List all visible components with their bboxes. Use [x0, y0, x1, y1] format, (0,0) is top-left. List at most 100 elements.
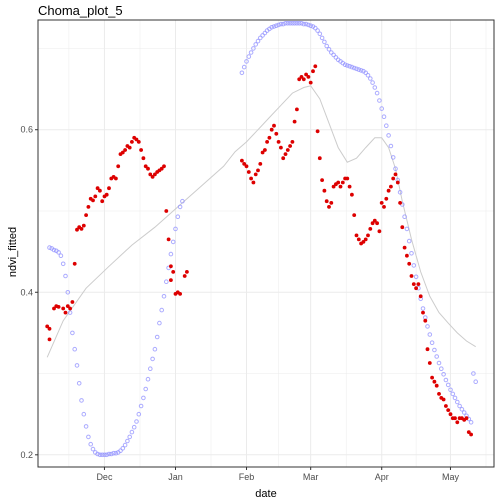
observed-point: [253, 172, 258, 177]
observed-point: [100, 199, 105, 204]
fitted-point: [377, 98, 382, 103]
fitted-point: [402, 214, 407, 219]
fitted-point: [370, 80, 375, 85]
fitted-point: [168, 251, 174, 257]
observed-point: [185, 270, 189, 274]
observed-point: [416, 282, 421, 286]
fitted-point: [365, 73, 371, 78]
fitted-point: [97, 452, 103, 458]
fitted-point: [177, 204, 183, 210]
observed-point: [61, 306, 66, 311]
fitted-point: [74, 363, 80, 368]
observed-point: [153, 172, 157, 177]
fitted-point: [47, 245, 52, 250]
observed-point: [444, 404, 448, 408]
y-tick-label: 0.6: [20, 125, 33, 135]
fitted-point: [145, 376, 151, 382]
observed-point: [384, 196, 389, 201]
observed-point: [148, 172, 153, 177]
fitted-point: [287, 21, 293, 26]
observed-point: [453, 416, 457, 421]
observed-point: [75, 227, 79, 232]
observed-point: [402, 245, 407, 250]
observed-point: [391, 176, 396, 181]
fitted-point: [388, 143, 394, 149]
observed-point: [308, 80, 313, 85]
fitted-point: [306, 22, 311, 28]
observed-point: [274, 131, 279, 136]
observed-point: [366, 233, 370, 238]
observed-point: [276, 140, 281, 144]
observed-point: [123, 148, 127, 152]
fitted-point: [83, 424, 89, 429]
fitted-point: [180, 198, 185, 204]
smooth-line: [46, 85, 476, 358]
fitted-point: [161, 294, 167, 299]
fitted-point: [79, 398, 84, 403]
fitted-point: [60, 261, 66, 267]
fitted-point: [159, 307, 164, 313]
observed-point: [127, 145, 132, 150]
fitted-point: [106, 451, 112, 457]
observed-point: [400, 225, 405, 230]
fitted-point: [148, 366, 153, 372]
observed-point: [249, 176, 254, 181]
observed-point: [301, 77, 306, 82]
fitted-point: [63, 273, 68, 279]
fitted-point: [67, 310, 73, 315]
fitted-point: [384, 123, 389, 128]
observed-point: [116, 164, 121, 169]
observed-point: [313, 64, 318, 69]
observed-point: [63, 310, 68, 315]
fitted-point: [95, 451, 100, 457]
fitted-point: [303, 21, 309, 27]
observed-point: [340, 180, 345, 185]
observed-point: [354, 233, 359, 238]
observed-point: [139, 148, 144, 152]
fitted-point: [86, 434, 91, 440]
fitted-point: [283, 21, 288, 26]
observed-point: [47, 326, 52, 331]
observed-point: [395, 180, 400, 185]
fitted-point: [354, 66, 359, 72]
fitted-point: [56, 250, 61, 255]
observed-point: [414, 286, 418, 291]
observed-point: [134, 137, 139, 142]
observed-point: [269, 127, 274, 132]
observed-point: [162, 164, 166, 169]
fitted-point: [326, 47, 332, 52]
fitted-point: [127, 434, 132, 440]
observed-point: [178, 292, 183, 296]
observed-point: [95, 186, 100, 191]
fitted-point: [315, 28, 320, 33]
observed-point: [267, 135, 272, 140]
observed-point: [70, 300, 75, 304]
fitted-point: [448, 387, 453, 393]
observed-point: [169, 278, 173, 282]
observed-point: [336, 180, 341, 185]
observed-point: [263, 148, 267, 152]
observed-point: [370, 221, 375, 226]
observed-point: [469, 432, 473, 437]
observed-point: [418, 294, 423, 299]
smooth-curve: [46, 85, 476, 358]
fitted-point: [423, 315, 428, 320]
fitted-point: [349, 64, 355, 70]
observed-point: [356, 237, 361, 242]
x-tick-label: Jan: [168, 472, 183, 482]
fitted-point: [413, 274, 419, 280]
fitted-point: [102, 452, 107, 458]
observed-point: [434, 383, 439, 388]
fitted-point: [296, 21, 302, 26]
observed-point: [352, 213, 357, 218]
fitted-point: [251, 46, 256, 51]
observed-point: [425, 347, 430, 352]
fitted-point: [285, 21, 291, 26]
fitted-point: [111, 450, 116, 456]
fitted-point: [471, 371, 476, 376]
fitted-point: [439, 366, 444, 372]
observed-point: [389, 184, 393, 189]
x-axis-ticks: Dec Jan Feb Mar Apr May: [96, 467, 459, 482]
fitted-series: [47, 21, 479, 458]
fitted-point: [280, 21, 286, 27]
